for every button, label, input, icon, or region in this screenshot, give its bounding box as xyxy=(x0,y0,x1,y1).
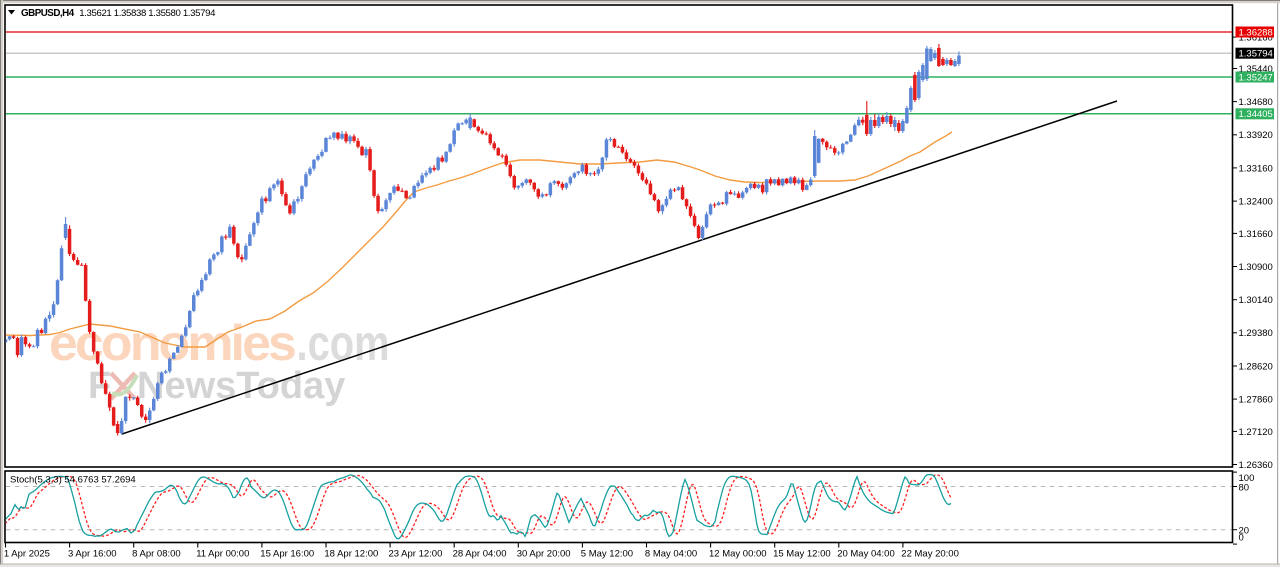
svg-text:1.27120: 1.27120 xyxy=(1239,427,1273,438)
svg-text:30 Apr 20:00: 30 Apr 20:00 xyxy=(517,549,571,560)
svg-text:12 May 00:00: 12 May 00:00 xyxy=(709,549,767,560)
svg-text:1.34405: 1.34405 xyxy=(1239,109,1273,120)
svg-text:22 May 20:00: 22 May 20:00 xyxy=(901,549,959,560)
svg-text:0: 0 xyxy=(1239,533,1244,544)
svg-text:20 May 04:00: 20 May 04:00 xyxy=(837,549,895,560)
svg-text:20: 20 xyxy=(1239,525,1250,536)
svg-text:28 Apr 04:00: 28 Apr 04:00 xyxy=(453,549,507,560)
svg-text:3 Apr 16:00: 3 Apr 16:00 xyxy=(68,549,117,560)
svg-text:1.35247: 1.35247 xyxy=(1239,72,1273,83)
svg-text:15 May 12:00: 15 May 12:00 xyxy=(773,549,831,560)
svg-text:1.35440: 1.35440 xyxy=(1239,64,1273,75)
svg-text:5 May 12:00: 5 May 12:00 xyxy=(581,549,633,560)
svg-text:F: F xyxy=(88,365,111,407)
svg-text:1.28620: 1.28620 xyxy=(1239,361,1273,372)
svg-text:1.32400: 1.32400 xyxy=(1239,197,1273,208)
svg-text:11 Apr 00:00: 11 Apr 00:00 xyxy=(196,549,249,560)
svg-text:15 Apr 16:00: 15 Apr 16:00 xyxy=(260,549,314,560)
svg-text:8 Apr 08:00: 8 Apr 08:00 xyxy=(132,549,181,560)
svg-text:NewsToday: NewsToday xyxy=(137,365,345,407)
svg-text:1.31660: 1.31660 xyxy=(1239,229,1273,240)
svg-text:.com: .com xyxy=(297,315,390,371)
svg-text:1.35621 1.35838 1.35580 1.3579: 1.35621 1.35838 1.35580 1.35794 xyxy=(79,8,216,19)
svg-text:1.36160: 1.36160 xyxy=(1239,33,1273,44)
svg-text:1.26360: 1.26360 xyxy=(1239,460,1273,471)
svg-text:1.36288: 1.36288 xyxy=(1239,27,1273,38)
svg-text:1.35794: 1.35794 xyxy=(1239,49,1273,60)
svg-text:1.33160: 1.33160 xyxy=(1239,163,1273,174)
svg-text:Stoch(5,3,3) 54.6763 57.2694: Stoch(5,3,3) 54.6763 57.2694 xyxy=(10,475,136,486)
svg-text:80: 80 xyxy=(1239,482,1250,493)
svg-text:1.34680: 1.34680 xyxy=(1239,97,1273,108)
svg-text:1 Apr 2025: 1 Apr 2025 xyxy=(4,549,50,560)
svg-text:23 Apr 12:00: 23 Apr 12:00 xyxy=(389,549,443,560)
svg-text:8 May 04:00: 8 May 04:00 xyxy=(645,549,697,560)
svg-text:GBPUSD,H4: GBPUSD,H4 xyxy=(21,8,75,19)
svg-text:1.33920: 1.33920 xyxy=(1239,130,1273,141)
svg-text:1.30900: 1.30900 xyxy=(1239,262,1273,273)
svg-text:100: 100 xyxy=(1239,473,1255,484)
svg-text:1.30140: 1.30140 xyxy=(1239,295,1273,306)
svg-text:1.29380: 1.29380 xyxy=(1239,328,1273,339)
svg-text:economies: economies xyxy=(49,315,295,371)
svg-text:18 Apr 12:00: 18 Apr 12:00 xyxy=(324,549,378,560)
svg-text:1.27860: 1.27860 xyxy=(1239,395,1273,406)
